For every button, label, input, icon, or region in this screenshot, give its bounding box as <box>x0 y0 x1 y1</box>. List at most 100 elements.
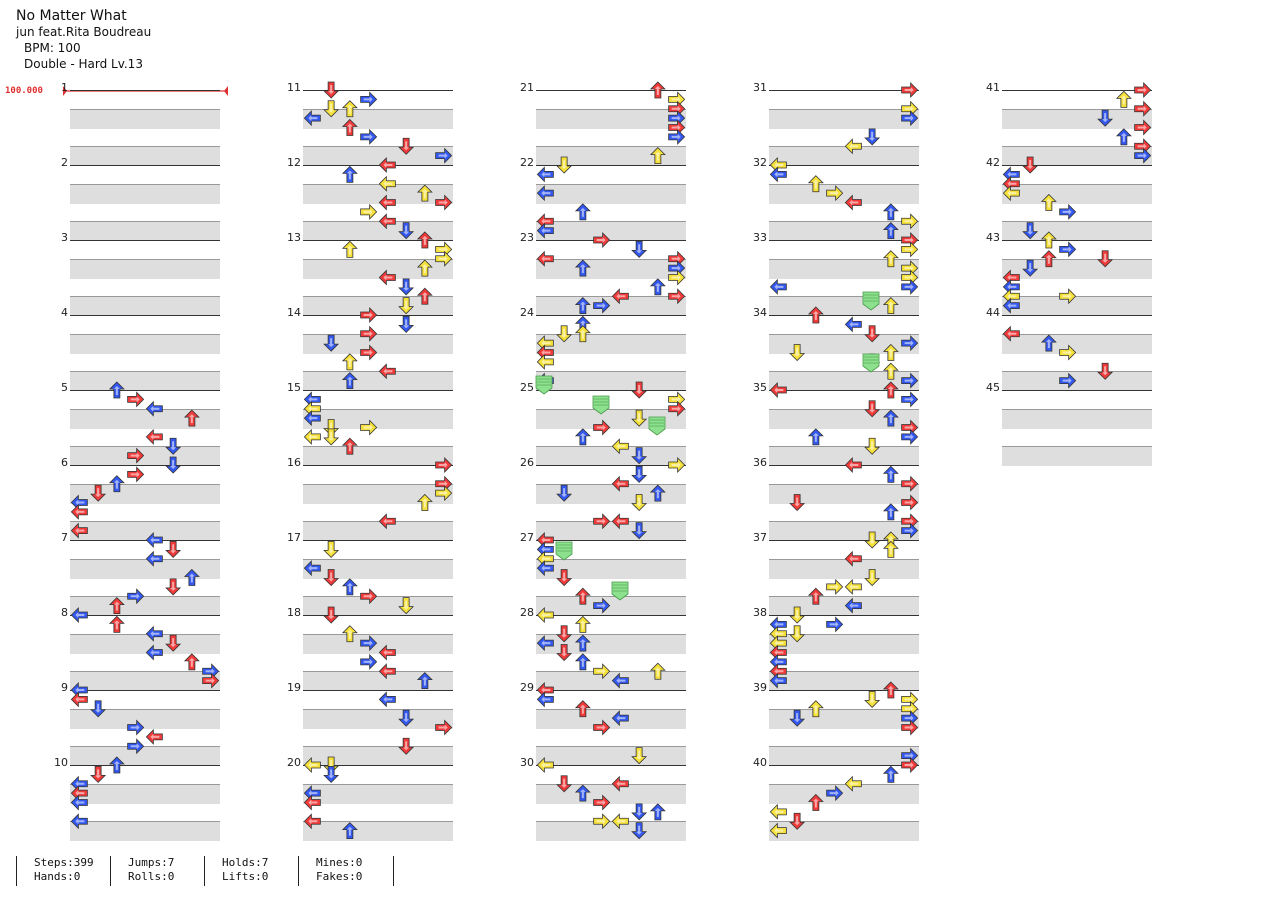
beat-stripe <box>303 146 453 166</box>
measure-number: 40 <box>753 756 767 769</box>
beat-stripe <box>70 221 220 241</box>
beat-stripe <box>769 371 919 391</box>
measure-number: 23 <box>520 231 534 244</box>
beat-stripe <box>769 708 919 729</box>
stats-group-mines: Mines:0 Fakes:0 <box>298 856 362 886</box>
measure-29: 29 <box>520 681 686 766</box>
beat-stripe <box>303 746 453 766</box>
measure-11: 11 <box>287 81 453 166</box>
measure-number: 31 <box>753 81 767 94</box>
measure-number: 35 <box>753 381 767 394</box>
measure-number: 7 <box>61 531 68 544</box>
measure-line <box>70 690 220 691</box>
measure-line <box>769 240 919 241</box>
measure-number: 19 <box>287 681 301 694</box>
measure-line <box>769 690 919 691</box>
beat-stripe <box>303 521 453 541</box>
stat-mines: Mines:0 <box>316 856 363 869</box>
measure-line <box>303 765 453 766</box>
beat-stripe <box>536 183 686 204</box>
measure-line <box>536 465 686 466</box>
measure-5: 5 <box>61 381 220 466</box>
measure-number: 6 <box>61 456 68 469</box>
measure-7: 7 <box>61 531 220 616</box>
measure-8: 8 <box>61 606 220 691</box>
measure-number: 41 <box>986 81 1000 94</box>
measure-line <box>1002 315 1152 316</box>
measure-line <box>70 540 220 541</box>
beat-stripe <box>70 633 220 654</box>
measure-line <box>303 390 453 391</box>
beat-stripe <box>769 671 919 691</box>
beat-stripe <box>70 821 220 841</box>
beat-stripe <box>70 483 220 504</box>
measure-line <box>303 240 453 241</box>
stats-end-bar <box>393 856 394 886</box>
measure-31: 31 <box>753 81 919 166</box>
measure-line <box>536 240 686 241</box>
measure-25: 25 <box>520 381 686 466</box>
beat-stripe <box>769 521 919 541</box>
measure-number: 44 <box>986 306 1000 319</box>
beat-stripe <box>1002 108 1152 129</box>
measure-19: 19 <box>287 681 453 766</box>
chart-difficulty: Double - Hard Lv.13 <box>24 57 143 71</box>
measure-number: 18 <box>287 606 301 619</box>
measure-40: 40 <box>753 756 919 841</box>
measure-line <box>536 165 686 166</box>
beat-stripe <box>536 521 686 541</box>
measure-line <box>70 315 220 316</box>
beat-stripe <box>1002 296 1152 316</box>
beat-stripe <box>1002 333 1152 354</box>
measure-10: 10 <box>54 756 220 841</box>
beat-stripe <box>70 671 220 691</box>
measure-number: 29 <box>520 681 534 694</box>
measure-number: 3 <box>61 231 68 244</box>
measure-39: 39 <box>753 681 919 766</box>
beat-stripe <box>536 671 686 691</box>
measure-16: 16 <box>287 456 453 541</box>
measure-line <box>303 690 453 691</box>
measure-line <box>70 90 220 91</box>
beat-stripe <box>70 258 220 279</box>
measure-27: 27 <box>520 531 686 616</box>
beat-stripe <box>303 671 453 691</box>
measure-number: 17 <box>287 531 301 544</box>
chart-header: No Matter What jun feat.Rita Boudreau BP… <box>16 8 151 72</box>
beat-stripe <box>303 408 453 429</box>
beat-stripe <box>1002 146 1152 166</box>
measure-15: 15 <box>287 381 453 466</box>
beat-stripe <box>70 783 220 804</box>
measure-line <box>769 465 919 466</box>
measure-number: 12 <box>287 156 301 169</box>
measure-line <box>536 615 686 616</box>
stat-holds: Holds:7 <box>222 856 269 869</box>
measure-number: 39 <box>753 681 767 694</box>
measure-number: 5 <box>61 381 68 394</box>
beat-stripe <box>1002 183 1152 204</box>
stat-jumps: Jumps:7 <box>128 856 175 869</box>
measure-number: 43 <box>986 231 1000 244</box>
measure-22: 22 <box>520 156 686 241</box>
measure-17: 17 <box>287 531 453 616</box>
measure-26: 26 <box>520 456 686 541</box>
measure-line <box>1002 165 1152 166</box>
measure-6: 6 <box>61 456 220 541</box>
beat-stripe <box>70 408 220 429</box>
beat-stripe <box>536 371 686 391</box>
measure-number: 4 <box>61 306 68 319</box>
beat-stripe <box>769 783 919 804</box>
beat-stripe <box>303 333 453 354</box>
beat-stripe <box>536 746 686 766</box>
measure-line <box>70 165 220 166</box>
stats-group-jumps: Jumps:7 Rolls:0 <box>110 856 174 886</box>
measure-number: 21 <box>520 81 534 94</box>
beat-stripe <box>303 596 453 616</box>
beat-stripe <box>769 296 919 316</box>
measure-number: 15 <box>287 381 301 394</box>
measure-line <box>769 165 919 166</box>
measure-line <box>303 465 453 466</box>
beat-stripe <box>303 258 453 279</box>
beat-stripe <box>769 183 919 204</box>
measure-number: 10 <box>54 756 68 769</box>
